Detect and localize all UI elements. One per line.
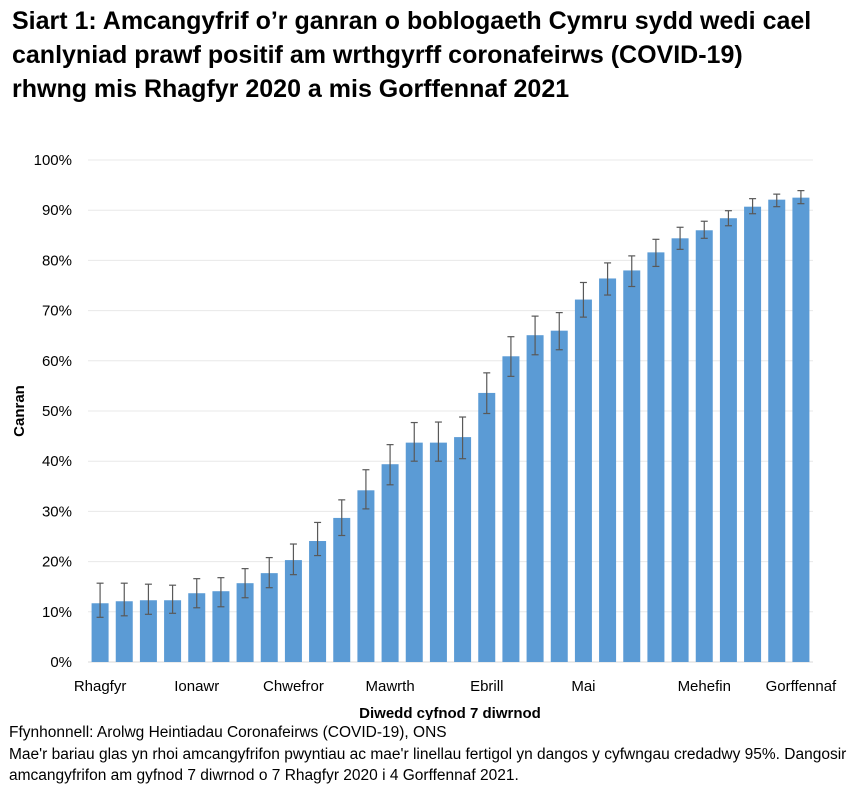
y-tick-label: 80%	[42, 252, 72, 269]
bar	[188, 593, 206, 662]
x-tick-label: Mai	[571, 678, 595, 695]
bar	[647, 252, 665, 663]
bar	[478, 392, 496, 662]
bar-chart: 0% 10% 20% 30% 40% 50% 60% 70% 80% 90% 100% Rhagfyr…	[11, 152, 837, 720]
bar	[357, 490, 375, 662]
bar	[333, 517, 351, 662]
bar	[719, 218, 737, 662]
bar	[671, 238, 689, 662]
bar	[139, 600, 157, 662]
x-tick-label: Ionawr	[174, 678, 219, 695]
y-axis-title: Canran	[11, 385, 28, 437]
source-note: Ffynhonnell: Arolwg Heintiadau Coronafei…	[9, 724, 447, 741]
y-tick-label: 60%	[42, 353, 72, 370]
bar	[792, 197, 810, 662]
bar	[309, 541, 327, 662]
x-tick-label: Ebrill	[470, 678, 503, 695]
bar	[91, 603, 109, 662]
explanatory-note: Mae'r bariau glas yn rhoi amcangyfrifon …	[9, 746, 847, 784]
y-tick-label: 100%	[34, 152, 72, 169]
bar	[550, 330, 568, 662]
bar	[284, 560, 302, 662]
y-tick-label: 50%	[42, 403, 72, 420]
x-tick-label: Mehefin	[678, 678, 731, 695]
y-tick-label: 90%	[42, 202, 72, 219]
bar	[429, 442, 447, 662]
bar	[574, 299, 592, 662]
x-tick-label: Rhagfyr	[74, 678, 127, 695]
y-tick-label: 0%	[50, 654, 72, 671]
y-tick-label: 70%	[42, 303, 72, 320]
chart-title: Siart 1: Amcangyfrif o’r ganran o boblog…	[12, 7, 812, 103]
bar	[502, 356, 520, 662]
x-tick-label: Mawrth	[365, 678, 414, 695]
bar	[623, 270, 641, 662]
bar	[381, 464, 399, 662]
x-tick-label: Gorffennaf	[766, 678, 837, 695]
bar	[744, 206, 762, 662]
y-tick-label: 30%	[42, 503, 72, 520]
x-tick-label: Chwefror	[263, 678, 324, 695]
bar	[526, 335, 544, 662]
bar	[236, 583, 254, 662]
bar	[454, 437, 472, 662]
bar	[164, 600, 182, 662]
bar	[115, 601, 133, 662]
bar	[260, 573, 278, 662]
y-tick-label: 40%	[42, 453, 72, 470]
bar	[768, 199, 786, 662]
bar	[599, 278, 617, 662]
y-tick-label: 10%	[42, 604, 72, 621]
x-axis-title: Diwedd cyfnod 7 diwrnod	[359, 705, 541, 720]
bar	[212, 591, 230, 662]
bar	[405, 442, 423, 662]
y-tick-label: 20%	[42, 554, 72, 571]
bar	[695, 230, 713, 662]
